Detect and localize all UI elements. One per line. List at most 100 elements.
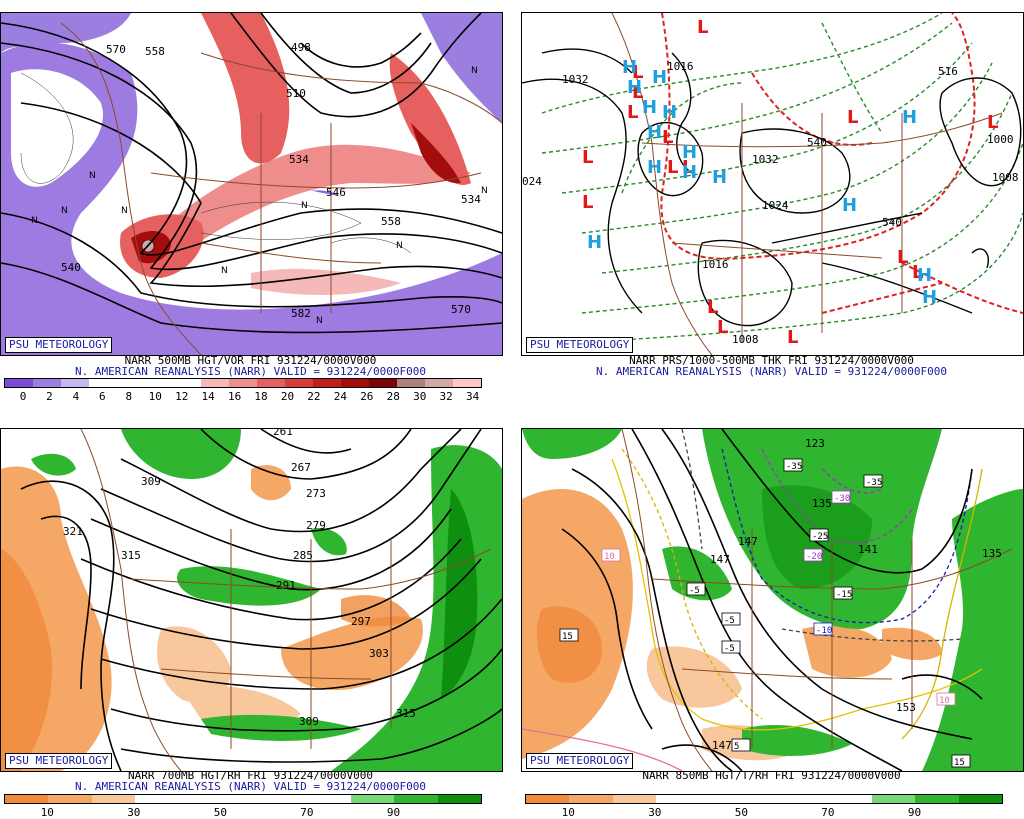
- colorbar-swatch: [257, 379, 285, 387]
- high-pressure-marker: H: [647, 157, 662, 178]
- low-pressure-marker: L: [787, 327, 798, 348]
- colorbar-swatch: [178, 795, 222, 803]
- map-caption-title: NARR 700MB HGT/RH FRI 931224/0000V000: [127, 769, 374, 782]
- high-pressure-marker: H: [622, 57, 637, 78]
- colorbar-swatch: [425, 379, 453, 387]
- colorbar-tick-label: 90: [907, 806, 922, 819]
- n-marker: N: [301, 201, 308, 211]
- map-pressure-graphic: 1032 1016 1032 1024 024 1016 1008 1000 1…: [522, 13, 1023, 355]
- contour-label: 123: [805, 437, 825, 450]
- colorbar-swatch: [699, 795, 743, 803]
- temperature-label: -35: [783, 458, 803, 472]
- colorbar-relative-humidity: [4, 794, 482, 804]
- low-pressure-marker: L: [632, 82, 643, 103]
- colorbar-tick-label: 32: [439, 390, 453, 403]
- map-700mb: 261 267 273 279 285 291 297 303 309 315 …: [0, 428, 503, 772]
- contour-labels-500mb: 570 558 498 510 534 546 558 582 540 534 …: [61, 41, 481, 320]
- colorbar-tick-label: 6: [99, 390, 106, 403]
- map-850mb-graphic: 123 135 147 141 147 153 147 135 -35-35-3…: [522, 429, 1023, 771]
- contour-label: 1000: [987, 133, 1014, 146]
- colorbar-swatch: [221, 795, 265, 803]
- colorbar-swatch: [872, 795, 916, 803]
- colorbar-tick-label: 34: [465, 390, 480, 403]
- low-pressure-marker: L: [667, 157, 678, 178]
- contour-label: 135: [812, 497, 832, 510]
- colorbar-swatch: [313, 379, 341, 387]
- high-pressure-marker: H: [902, 107, 917, 128]
- low-pressure-marker: L: [717, 317, 728, 338]
- colorbar-swatch: [117, 379, 145, 387]
- contour-label: 516: [938, 65, 958, 78]
- contour-label: 1016: [702, 258, 729, 271]
- n-marker: N: [61, 206, 68, 216]
- panel-850mb-temperature-rh: 123 135 147 141 147 153 147 135 -35 -35 -3…: [521, 414, 1024, 819]
- n-marker: N: [221, 266, 228, 276]
- temperature-label: -35: [863, 474, 883, 488]
- high-pressure-marker: H: [587, 232, 602, 253]
- contour-label: 309: [141, 475, 161, 488]
- temperature-label: 15: [559, 628, 579, 642]
- temperature-label: -5: [686, 582, 706, 596]
- high-pressure-marker: H: [642, 97, 657, 118]
- svg-text:-5: -5: [724, 616, 735, 626]
- svg-text:5: 5: [734, 742, 739, 752]
- high-pressure-marker: H: [662, 102, 677, 123]
- contour-label: 297: [351, 615, 371, 628]
- low-pressure-marker: L: [632, 62, 643, 83]
- psu-logo: PSU METEOROLOGY: [5, 337, 113, 353]
- map-caption-valid: N. AMERICAN REANALYSIS (NARR) VALID = 93…: [75, 780, 426, 793]
- colorbar-swatch: [369, 379, 397, 387]
- temperature-label: -20: [803, 548, 823, 562]
- colorbar-vorticity: [4, 378, 482, 388]
- colorbar-relative-humidity: [525, 794, 1003, 804]
- svg-text:-30: -30: [834, 494, 850, 504]
- map-caption-valid: N. AMERICAN REANALYSIS (NARR) VALID = 93…: [596, 365, 947, 378]
- colorbar-swatch: [48, 795, 92, 803]
- colorbar-swatch: [145, 379, 173, 387]
- contour-label: 498: [291, 41, 311, 54]
- svg-text:10: 10: [604, 552, 615, 562]
- colorbar-tick-label: 16: [227, 390, 242, 403]
- colorbar-tick-label: 28: [386, 390, 400, 403]
- colorbar-tick-label: 50: [734, 806, 748, 819]
- colorbar-swatch: [437, 795, 481, 803]
- colorbar-tick-label: 30: [413, 390, 427, 403]
- colorbar-swatch: [394, 795, 438, 803]
- contour-label: 147: [710, 553, 730, 566]
- colorbar-tick-label: 30: [127, 806, 141, 819]
- svg-text:-25: -25: [812, 532, 828, 542]
- contour-label: 315: [121, 549, 141, 562]
- colorbar-tick-label: 8: [125, 390, 133, 403]
- low-pressure-marker: L: [707, 297, 718, 318]
- map-700mb-graphic: 261 267 273 279 285 291 297 303 309 315 …: [1, 429, 502, 771]
- colorbar-tick-label: 70: [300, 806, 314, 819]
- colorbar-swatch: [655, 795, 700, 803]
- colorbar-tick-label: 90: [386, 806, 401, 819]
- svg-text:-5: -5: [724, 644, 735, 654]
- n-marker: N: [481, 186, 488, 196]
- svg-text:-10: -10: [816, 626, 832, 636]
- low-pressure-marker: L: [662, 127, 673, 148]
- colorbar-swatch: [173, 379, 201, 387]
- contour-label: 279: [306, 519, 326, 532]
- colorbar-swatch: [285, 379, 313, 387]
- colorbar-tick-label: 10: [561, 806, 575, 819]
- colorbar-tick-label: 10: [40, 806, 54, 819]
- map-500mb: 570 558 498 510 534 546 558 582 540 534 …: [0, 12, 503, 356]
- svg-text:-5: -5: [689, 586, 700, 596]
- colorbar-swatch: [569, 795, 613, 803]
- vorticity-markers: N N N N N N N N N N: [31, 66, 488, 326]
- colorbar-swatch: [61, 379, 89, 387]
- contour-label: 141: [858, 543, 878, 556]
- map-pressure-thickness: 1032 1016 1032 1024 024 1016 1008 1000 1…: [521, 12, 1024, 356]
- contour-label: 570: [937, 13, 957, 14]
- contour-label: 534: [461, 193, 481, 206]
- colorbar-swatch: [351, 795, 395, 803]
- n-marker: N: [316, 316, 323, 326]
- map-caption-title: NARR 500MB HGT/VOR FRI 931224/0000V000: [124, 354, 377, 367]
- map-caption-valid: N. AMERICAN REANALYSIS (NARR) VALID = 93…: [75, 365, 426, 378]
- contour-label: 1016: [667, 60, 694, 73]
- panel-700mb-relative-humidity: 261 267 273 279 285 291 297 303 309 315 …: [0, 414, 503, 819]
- contour-label: 1008: [732, 333, 759, 346]
